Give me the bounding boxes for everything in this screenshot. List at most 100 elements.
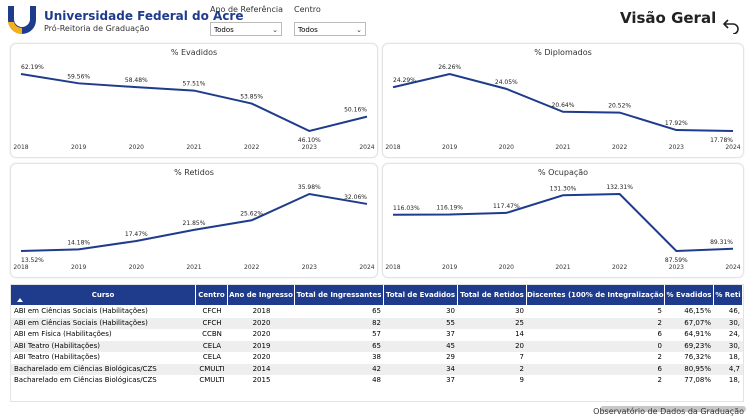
data-label: 13.52% [21, 257, 44, 264]
column-header[interactable]: Discentes (100% de Integralização) [527, 285, 665, 305]
table-cell: 80,95% [684, 364, 711, 373]
data-label: 20.52% [608, 103, 631, 110]
table-cell: CFCH [202, 318, 222, 327]
table-cell: 2019 [252, 341, 271, 350]
data-label: 24.29% [393, 77, 416, 84]
table-cell: 5 [657, 307, 662, 315]
table-cell: 2014 [252, 364, 271, 373]
table-cell: 65 [372, 341, 381, 350]
data-label: 25.62% [240, 210, 263, 217]
data-label: 26.26% [438, 64, 461, 71]
table-row [11, 352, 743, 364]
chart: % Retidos 2018 2019 2020 2021 2022 2023 2024 13.… [13, 168, 374, 271]
filter-dropdown[interactable]: Todos ⌄ [294, 22, 366, 36]
x-tick-label: 2022 [244, 264, 259, 271]
x-tick-label: 2023 [302, 264, 317, 271]
x-tick-label: 2018 [13, 144, 28, 151]
data-label: 87.59% [665, 257, 688, 264]
table-cell: 24, [728, 330, 740, 338]
table-cell: 48 [372, 376, 381, 384]
line-series [392, 72, 734, 132]
table-cell: ABI em Física (Habilitações) [14, 330, 112, 338]
x-tick-label: 2020 [129, 264, 144, 271]
column-header[interactable]: Total de Ingressantes [295, 285, 384, 305]
chart-panel: % Evadidos 2018 2019 2020 2021 2022 2023 2024 62… [10, 43, 378, 158]
chart-panel: % Retidos 2018 2019 2020 2021 2022 2023 2024 13.… [10, 163, 378, 278]
logo [8, 6, 36, 35]
table-cell: 9 [519, 376, 524, 384]
table-cell: 42 [372, 364, 381, 373]
table-cell: 6 [657, 330, 662, 338]
table-row [11, 340, 743, 352]
table-cell: 67,07% [684, 318, 711, 327]
x-tick-label: 2024 [359, 264, 374, 271]
x-tick-label: 2021 [555, 144, 570, 151]
x-tick-label: 2023 [669, 144, 684, 151]
table-cell: 2 [657, 376, 662, 384]
column-header[interactable]: Total de Evadidos [384, 285, 458, 305]
table-cell: CFCH [202, 307, 222, 315]
table-cell: CELA [202, 341, 222, 350]
data-label: 24.05% [495, 79, 518, 86]
table-cell: 45 [446, 341, 455, 350]
column-header[interactable]: Total de Retidos [458, 285, 527, 305]
x-tick-label: 2022 [612, 144, 627, 151]
chart: % Evadidos 2018 2019 2020 2021 2022 2023 2024 62… [13, 48, 374, 151]
table-cell: 77,08% [684, 376, 711, 384]
table-cell: 30 [515, 307, 524, 315]
x-tick-label: 2024 [725, 144, 740, 151]
chart: % Diplomados 2018 2019 2020 2021 2022 2023 2024… [385, 48, 740, 151]
data-label: 62.19% [21, 64, 44, 71]
table-row [11, 375, 743, 387]
table-cell: CMULTI [199, 376, 225, 384]
data-label: 14.18% [67, 239, 90, 246]
data-label: 20.64% [552, 102, 575, 109]
data-label: 17.92% [665, 120, 688, 127]
table-cell: 30, [728, 341, 740, 350]
x-tick-label: 2023 [302, 144, 317, 151]
table-row [11, 329, 743, 341]
column-header[interactable]: Curso [11, 285, 196, 305]
table-cell: 2015 [252, 376, 271, 384]
scrollbar[interactable] [600, 406, 746, 412]
table-cell: ABI em Ciências Sociais (Habilitações) [14, 307, 148, 315]
table-cell: ABI Teatro (Habilitações) [14, 341, 100, 350]
table-cell: ABI Teatro (Habilitações) [14, 353, 100, 361]
data-label: 131.30% [550, 185, 577, 192]
table-cell: 18, [728, 376, 740, 384]
chart-panel: % Diplomados 2018 2019 2020 2021 2022 2023 2024… [382, 43, 744, 158]
table-cell: 2020 [252, 330, 271, 338]
x-tick-label: 2021 [186, 144, 201, 151]
x-tick-label: 2019 [71, 264, 86, 271]
table-cell: 2 [519, 364, 524, 373]
table-cell: 76,32% [684, 353, 711, 361]
table-cell: 82 [372, 318, 381, 327]
data-label: 116.03% [393, 205, 420, 212]
back-button[interactable] [722, 16, 742, 34]
table-row [11, 363, 743, 375]
table-cell: 30 [446, 307, 455, 315]
table-cell: 20 [515, 341, 524, 350]
x-tick-label: 2020 [129, 144, 144, 151]
filter-dropdown[interactable]: Todos ⌄ [210, 22, 282, 36]
table-cell: 29 [446, 353, 455, 361]
data-table: Curso Centro Ano de Ingresso Total de Ingre… [10, 284, 744, 402]
column-header[interactable]: Ano de Ingresso [228, 285, 295, 305]
data-label: 89.31% [710, 239, 733, 246]
chart-title: % Diplomados [534, 48, 592, 57]
x-tick-label: 2018 [385, 144, 400, 151]
x-tick-label: 2020 [499, 264, 514, 271]
column-header[interactable]: Centro [196, 285, 228, 305]
column-header[interactable]: % Evadidos [665, 285, 714, 305]
table-cell: 37 [446, 330, 455, 338]
table-cell: 38 [372, 353, 381, 361]
table-cell: 6 [657, 364, 662, 373]
x-tick-label: 2024 [359, 144, 374, 151]
x-tick-label: 2018 [385, 264, 400, 271]
data-label: 32.06% [344, 194, 367, 201]
data-label: 58.48% [125, 77, 148, 84]
column-header[interactable]: % Reti [714, 285, 743, 305]
table-cell: CMULTI [199, 364, 225, 373]
table-cell: 7 [519, 353, 524, 361]
